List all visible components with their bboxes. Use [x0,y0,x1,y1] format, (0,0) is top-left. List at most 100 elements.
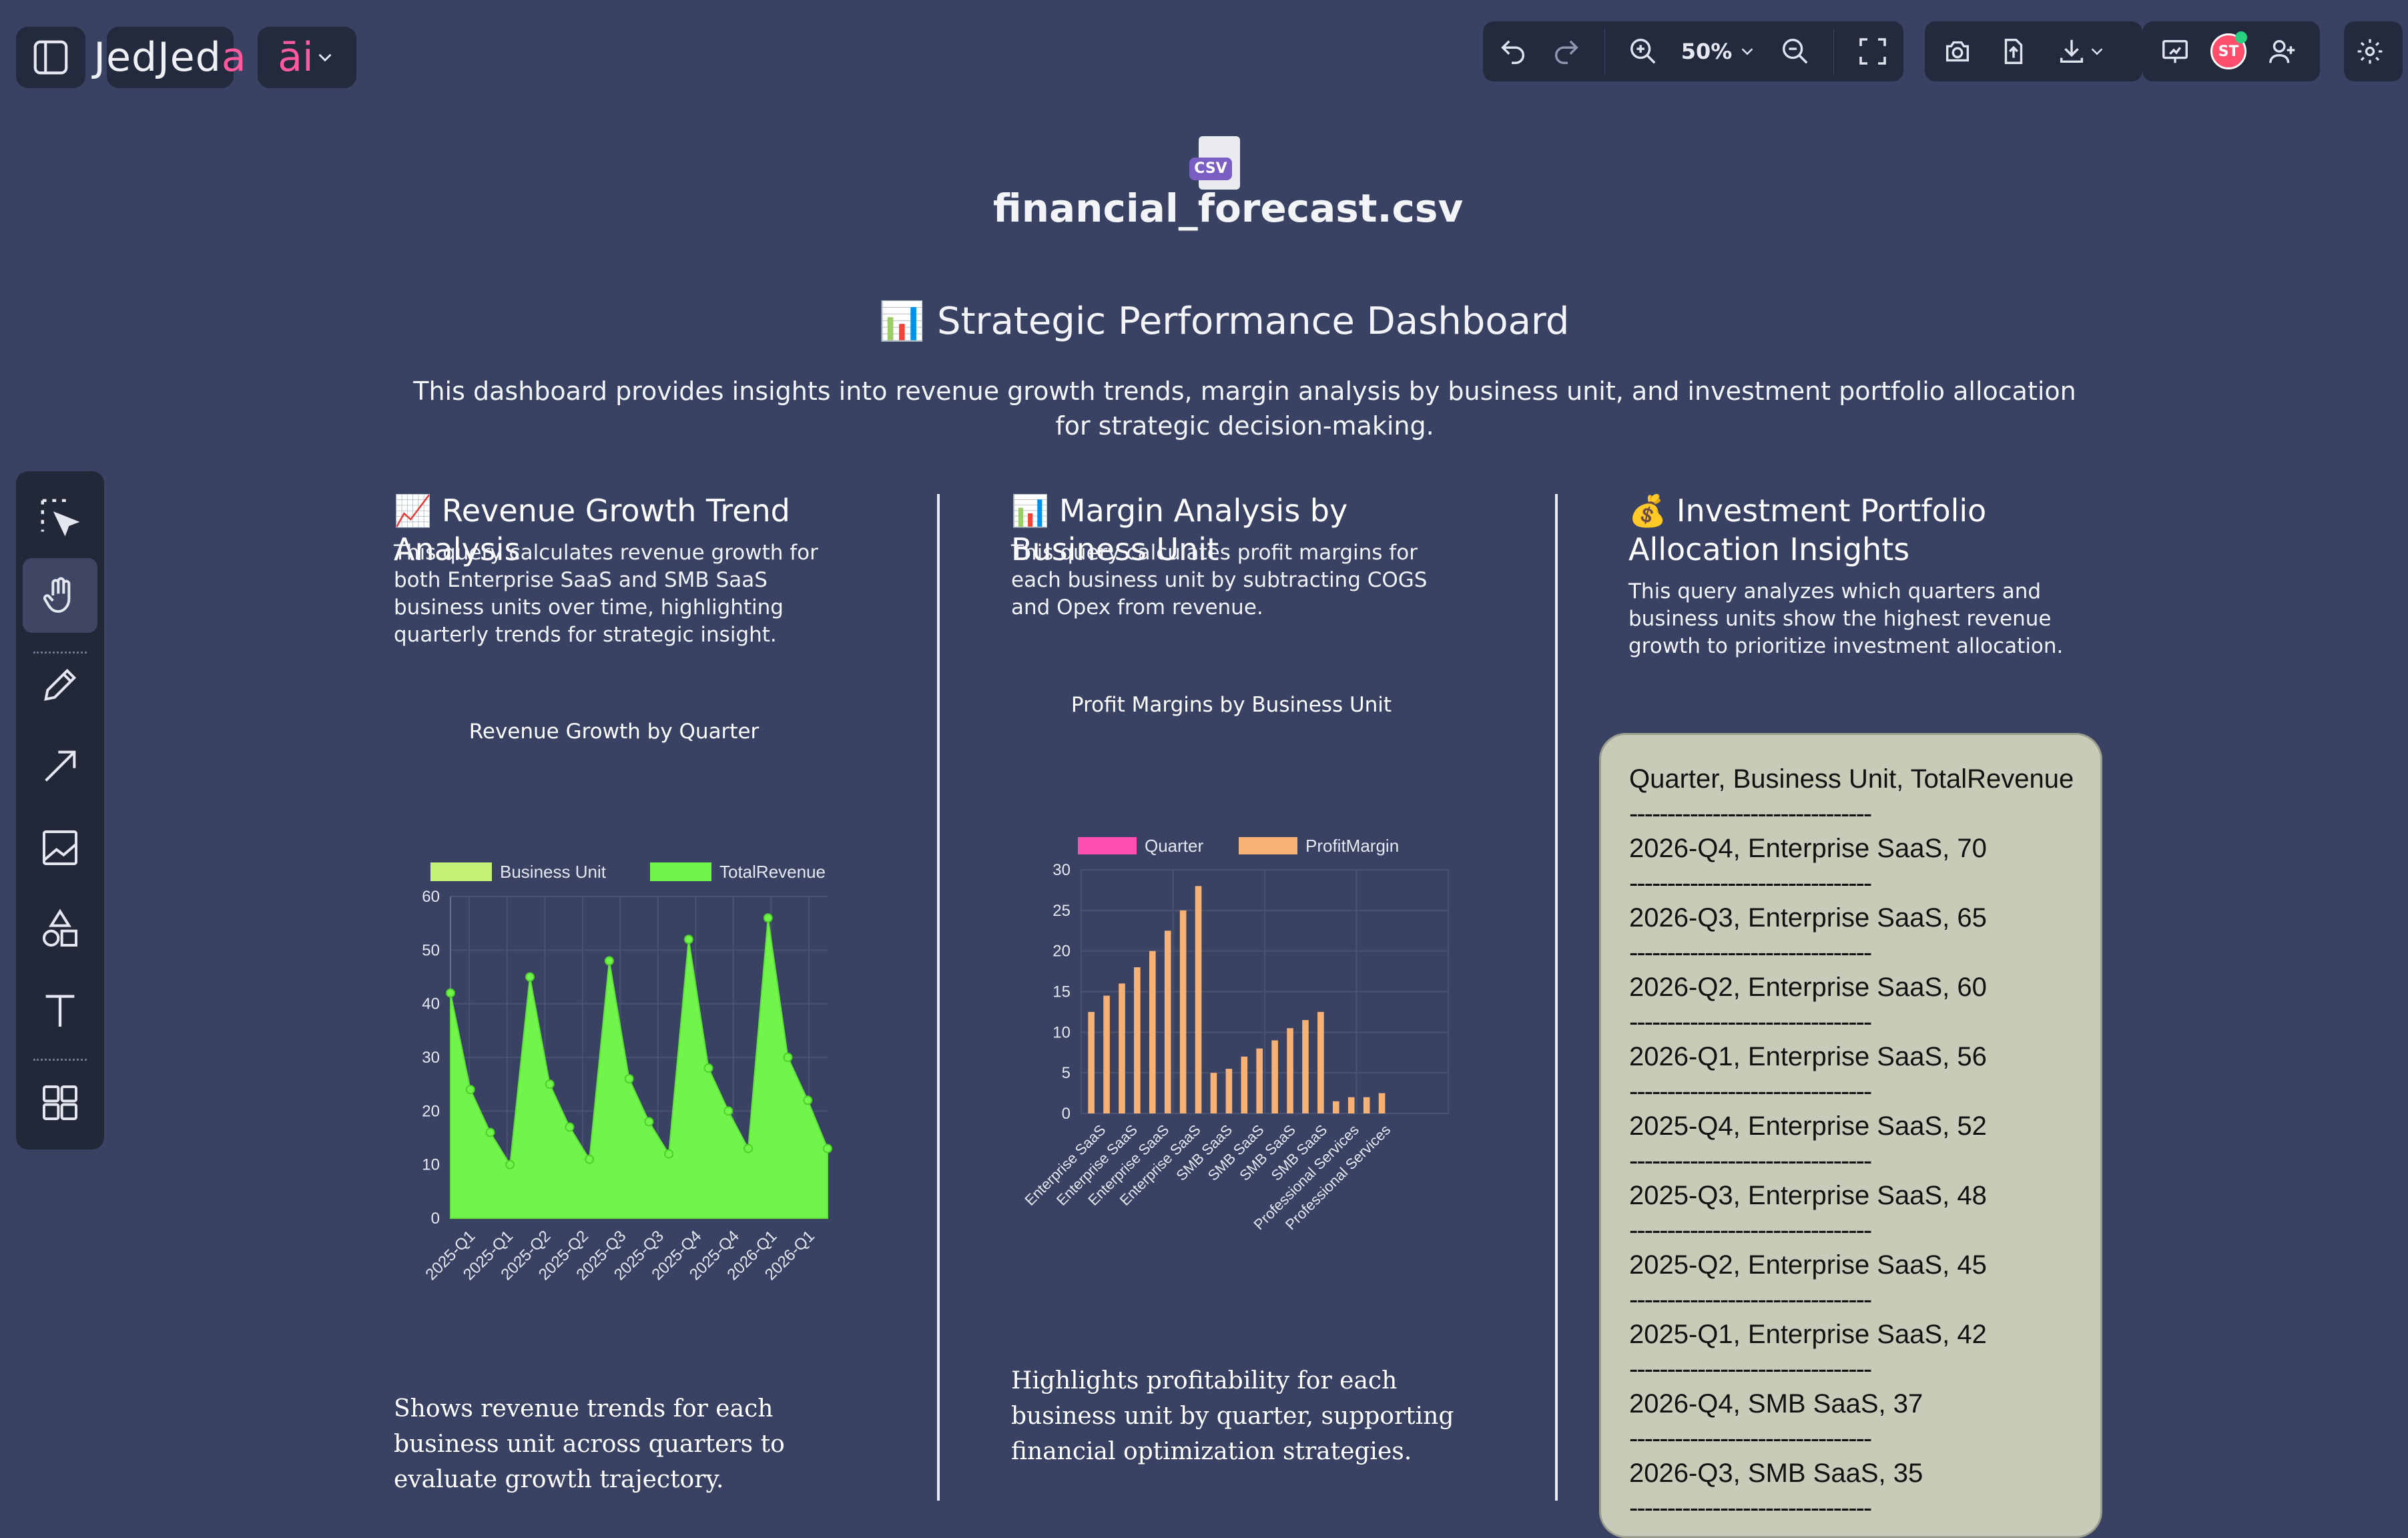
data-point [624,1074,634,1084]
csv-file-icon[interactable]: CSV [1187,134,1247,194]
data-point [664,1149,674,1159]
drawing-toolbar [16,471,104,1149]
camera-icon[interactable] [1939,33,1976,69]
shapes-tool[interactable] [23,892,97,967]
redo-icon[interactable] [1551,33,1582,69]
bar-profitmargin [1179,910,1187,1113]
table-divider: -------------------------------- [1629,1146,1872,1176]
bar-profitmargin [1210,1073,1217,1113]
revenue-growth-chart: 01020304050602025-Q12025-Q12025-Q22025-Q… [422,862,832,1284]
y-tick-label: 50 [422,941,440,959]
table-row: 2025-Q4, Enterprise SaaS, 52 [1629,1111,1987,1141]
table-divider: -------------------------------- [1629,1493,1872,1523]
avatar[interactable]: ST [2210,31,2247,69]
legend-swatch [1078,837,1137,854]
zoom-level-select[interactable]: 50% [1681,39,1758,64]
toolbar-separator [33,1059,87,1061]
ai-label: āi [278,34,314,81]
components-tool[interactable] [23,1065,97,1140]
csv-badge: CSV [1189,158,1232,180]
dashboard-title: 📊 Strategic Performance Dashboard [878,300,1570,343]
undo-icon[interactable] [1498,33,1528,69]
hand-tool[interactable] [23,558,97,633]
table-row: 2026-Q1, Enterprise SaaS, 56 [1629,1042,1987,1071]
text-icon [45,995,75,1027]
y-tick-label: 10 [422,1156,440,1174]
arrow-tool[interactable] [23,729,97,804]
select-tool[interactable] [23,481,97,555]
legend-label: ProfitMargin [1305,836,1399,856]
data-point [465,1085,475,1095]
upload-file-icon[interactable] [1996,33,2032,69]
ai-menu-button[interactable]: āi [258,27,356,88]
data-point [485,1127,495,1137]
grid-icon [42,1085,77,1120]
logo-accent: a [221,34,247,81]
legend-label: Quarter [1145,836,1203,856]
fullscreen-icon[interactable] [1857,33,1889,69]
margin-chart-note: Highlights profitability for each busine… [1011,1367,1454,1465]
bar-profitmargin [1347,1097,1355,1113]
download-icon[interactable] [2052,33,2112,69]
data-point [545,1079,555,1089]
pencil-icon [44,668,77,701]
presentation-icon[interactable] [2157,33,2193,69]
file-name[interactable]: financial_forecast.csv [992,186,1464,231]
data-point [604,956,614,966]
chevron-down-icon [318,53,332,62]
y-tick-label: 60 [422,888,440,906]
add-user-icon[interactable] [2264,33,2300,69]
bar-profitmargin [1225,1069,1233,1113]
bar-profitmargin [1317,1011,1324,1113]
bar-profitmargin [1287,1028,1293,1113]
bar-profitmargin [1241,1056,1248,1113]
online-status-dot [2235,31,2247,43]
investment-section-title: 💰 Investment Portfolio Allocation Insigh… [1628,493,1987,567]
bar-profitmargin [1363,1097,1370,1113]
data-point [525,972,535,982]
data-point [505,1160,515,1170]
data-point [823,1143,832,1154]
legend-swatch [1239,837,1297,854]
table-divider: -------------------------------- [1629,1424,1872,1453]
zoom-in-icon[interactable] [1628,33,1659,69]
margin-chart-title: Profit Margins by Business Unit [1071,693,1392,717]
revenue-section-desc: This query calculates revenue growth for… [394,541,818,647]
zoom-out-icon[interactable] [1780,33,1811,69]
table-divider: -------------------------------- [1629,1354,1872,1384]
table-row: 2026-Q2, Enterprise SaaS, 60 [1629,973,1987,1002]
sidebar-panel-icon [33,40,68,75]
logo-text: JedJeda [93,34,247,81]
image-tool[interactable] [23,810,97,885]
revenue-section-title: 📈 Revenue Growth Trend Analysis [394,493,790,567]
table-divider: -------------------------------- [1629,1077,1872,1106]
bar-profitmargin [1103,995,1110,1113]
bar-profitmargin [1088,1011,1095,1113]
hand-icon [43,577,71,613]
table-row: 2026-Q4, Enterprise SaaS, 70 [1629,834,1987,863]
app-logo[interactable]: JedJeda [93,27,246,88]
revenue-chart-note: Shows revenue trends for each business u… [394,1395,785,1493]
data-point [644,1117,654,1127]
revenue-table-text: Quarter, Business Unit, TotalRevenue ---… [1629,762,2083,1525]
data-point [803,1095,813,1105]
revenue-table-card: Quarter, Business Unit, TotalRevenue ---… [1599,733,2102,1538]
text-tool[interactable] [23,973,97,1048]
bar-profitmargin [1256,1048,1263,1113]
settings-button[interactable] [2344,21,2403,81]
export-toolbar [1925,21,2142,81]
table-divider: -------------------------------- [1629,1007,1872,1037]
table-header: Quarter, Business Unit, TotalRevenue [1629,764,2074,794]
sidebar-toggle-button[interactable] [16,27,85,88]
data-point [783,1053,793,1062]
pencil-tool[interactable] [23,648,97,722]
chevron-down-icon [1741,48,1753,55]
bar-profitmargin [1302,1020,1309,1113]
data-point [703,1063,713,1073]
y-tick-label: 30 [1052,861,1071,879]
margin-section-desc: This query calculates profit margins for… [1011,541,1428,619]
table-row: 2026-Q3, Enterprise SaaS, 65 [1629,903,1987,933]
legend-label: Business Unit [500,862,607,882]
y-tick-label: 25 [1052,902,1071,920]
view-toolbar: 50% [1483,21,1903,81]
